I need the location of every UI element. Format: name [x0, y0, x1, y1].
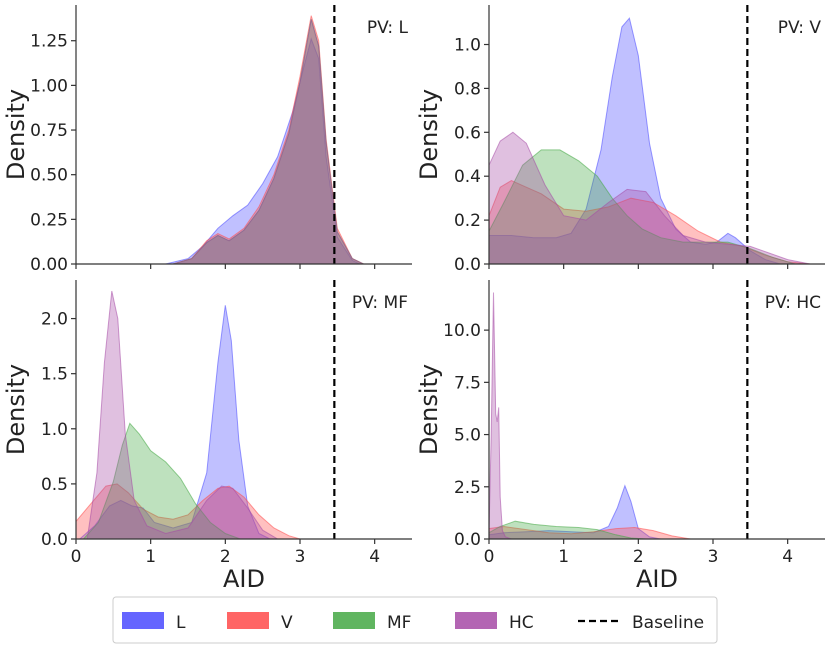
legend-label-baseline: Baseline [632, 613, 704, 633]
x-tick-label: 4 [369, 547, 380, 567]
y-tick-label: 0.0 [454, 530, 481, 550]
y-tick-label: 0.2 [454, 211, 481, 231]
y-tick-label: 0.0 [454, 255, 481, 275]
density-area-l [488, 17, 781, 265]
panel-label: PV: HC [765, 293, 821, 313]
x-tick-label: 0 [71, 547, 82, 567]
density-area-mf [488, 149, 796, 265]
density-area-hc [488, 131, 811, 265]
x-tick-label: 0 [484, 547, 495, 567]
y-tick-label: 1.5 [41, 365, 68, 385]
x-tick-label: 2 [633, 547, 644, 567]
y-tick-label: 7.5 [454, 373, 481, 393]
x-tick-label: 3 [295, 547, 306, 567]
x-tick-label: 3 [708, 547, 719, 567]
y-tick-label: 0.6 [454, 123, 481, 143]
y-tick-label: 2.0 [41, 310, 68, 330]
legend-swatch-mf [333, 612, 375, 629]
x-tick-label: 1 [558, 547, 569, 567]
y-tick-label: 1.0 [41, 420, 68, 440]
y-tick-label: 0.4 [454, 167, 481, 187]
legend-label-l: L [176, 613, 186, 633]
y-tick-label: 1.0 [454, 36, 481, 56]
y-tick-label: 5.0 [454, 426, 481, 446]
density-area-v [172, 15, 364, 265]
legend-label-v: V [281, 613, 293, 633]
y-tick-label: 0.8 [454, 79, 481, 99]
y-tick-label: 0.25 [30, 210, 68, 230]
x-tick-label: 2 [220, 547, 231, 567]
y-tick-label: 0.0 [41, 530, 68, 550]
panel-label: PV: V [778, 18, 822, 38]
panel-hc: 0.0 2.5 5.0 7.5 10.0 0 1 2 3 4 Density AID PV: HC [415, 280, 825, 593]
density-area-hc [172, 19, 364, 265]
legend-swatch-v [227, 612, 269, 629]
panel-label: PV: L [367, 18, 409, 38]
x-tick-label: 4 [782, 547, 793, 567]
panel-l: 0.00 0.25 0.50 0.75 1.00 1.25 Density PV: L [2, 5, 412, 275]
y-tick-label: 1.00 [30, 76, 68, 96]
density-area-l [488, 484, 661, 540]
panel-label: PV: MF [352, 293, 408, 313]
y-axis-title: Density [2, 89, 30, 180]
y-tick-label: 10.0 [443, 321, 481, 341]
panel-v: 0.0 0.2 0.4 0.6 0.8 1.0 Density PV: V [415, 5, 825, 275]
legend: L V MF HC Baseline [112, 596, 718, 644]
x-tick-label: 1 [145, 547, 156, 567]
density-area-hc [488, 292, 512, 540]
x-axis-title: AID [223, 565, 265, 593]
legend-label-hc: HC [509, 613, 534, 633]
density-area-v [488, 525, 691, 540]
y-axis-title: Density [415, 89, 443, 180]
y-tick-label: 0.50 [30, 166, 68, 186]
y-tick-label: 2.5 [454, 478, 481, 498]
legend-swatch-hc [455, 612, 497, 629]
density-area-v [75, 483, 301, 540]
density-area-mf [82, 422, 241, 540]
y-tick-label: 0.5 [41, 475, 68, 495]
legend-label-mf: MF [387, 613, 411, 633]
y-axis-title: Density [2, 364, 30, 455]
y-axis-title: Density [415, 364, 443, 455]
density-area-hc [86, 290, 280, 540]
y-tick-label: 1.25 [30, 32, 68, 52]
x-axis-title: AID [636, 565, 678, 593]
y-tick-label: 0.75 [30, 121, 68, 141]
density-area-v [488, 180, 811, 265]
panel-mf: 0.0 0.5 1.0 1.5 2.0 0 1 2 3 4 Density AID PV: MF [2, 280, 412, 593]
legend-frame [112, 596, 718, 644]
density-area-mf [488, 520, 646, 540]
legend-swatch-l [122, 612, 164, 629]
y-tick-label: 0.00 [30, 255, 68, 275]
